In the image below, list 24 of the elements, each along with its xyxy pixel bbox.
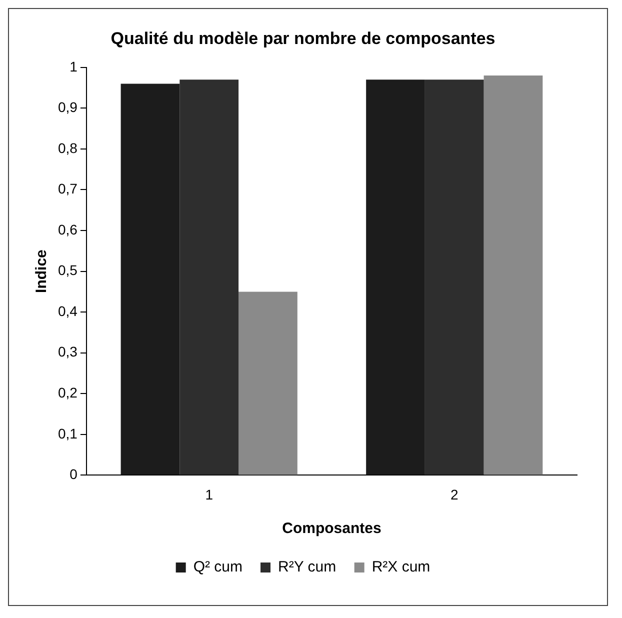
bar	[424, 80, 484, 475]
bar	[120, 84, 180, 475]
y-tick-label: 0,6	[58, 221, 78, 238]
y-tick-label: 0,8	[58, 140, 78, 156]
legend-label: R²Y cum	[278, 558, 336, 576]
y-tick-label: 0,1	[58, 425, 78, 442]
y-tick-label: 0	[70, 466, 78, 482]
legend-label: Q² cum	[193, 558, 242, 576]
bar	[366, 80, 425, 475]
bar	[238, 292, 298, 475]
y-tick-label: 0,4	[58, 302, 78, 319]
y-tick-label: 1	[70, 58, 78, 74]
y-tick-label: 0,5	[58, 262, 78, 278]
y-axis-title: Indice	[33, 250, 50, 293]
y-tick-label: 0,3	[58, 344, 78, 360]
x-axis-title: Composantes	[282, 520, 382, 538]
bar	[484, 76, 543, 475]
bar	[180, 80, 239, 475]
y-tick-label: 0,9	[58, 99, 78, 116]
y-tick-label: 0,2	[58, 384, 78, 400]
y-tick-label: 0,7	[58, 180, 78, 197]
chart-title: Qualité du modèle par nombre de composantes	[110, 28, 496, 48]
legend-label: R²X cum	[372, 558, 430, 576]
x-tick-label: 2	[450, 486, 458, 502]
